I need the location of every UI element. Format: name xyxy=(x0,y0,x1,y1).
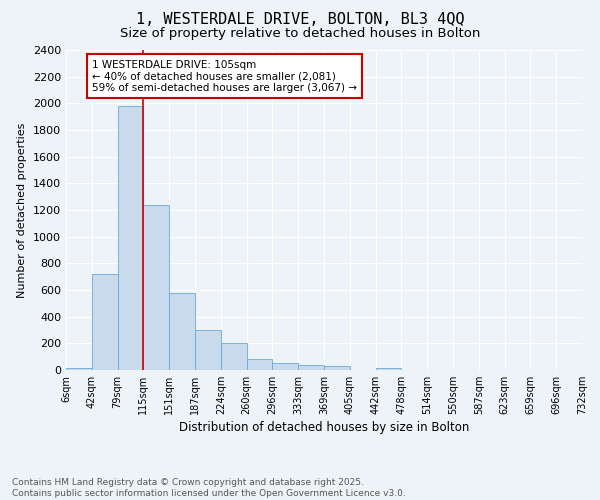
Text: Size of property relative to detached houses in Bolton: Size of property relative to detached ho… xyxy=(120,28,480,40)
Bar xyxy=(92,274,118,370)
Text: 1, WESTERDALE DRIVE, BOLTON, BL3 4QQ: 1, WESTERDALE DRIVE, BOLTON, BL3 4QQ xyxy=(136,12,464,28)
Bar xyxy=(169,292,195,370)
Bar xyxy=(221,344,247,370)
Bar xyxy=(272,364,298,370)
Text: Contains HM Land Registry data © Crown copyright and database right 2025.
Contai: Contains HM Land Registry data © Crown c… xyxy=(12,478,406,498)
Bar xyxy=(298,366,324,370)
X-axis label: Distribution of detached houses by size in Bolton: Distribution of detached houses by size … xyxy=(179,421,469,434)
Bar xyxy=(66,368,92,370)
Bar xyxy=(376,368,401,370)
Text: 1 WESTERDALE DRIVE: 105sqm
← 40% of detached houses are smaller (2,081)
59% of s: 1 WESTERDALE DRIVE: 105sqm ← 40% of deta… xyxy=(92,60,357,93)
Bar xyxy=(118,106,143,370)
Bar xyxy=(324,366,350,370)
Bar xyxy=(195,330,221,370)
Y-axis label: Number of detached properties: Number of detached properties xyxy=(17,122,28,298)
Bar xyxy=(143,204,169,370)
Bar xyxy=(247,358,272,370)
